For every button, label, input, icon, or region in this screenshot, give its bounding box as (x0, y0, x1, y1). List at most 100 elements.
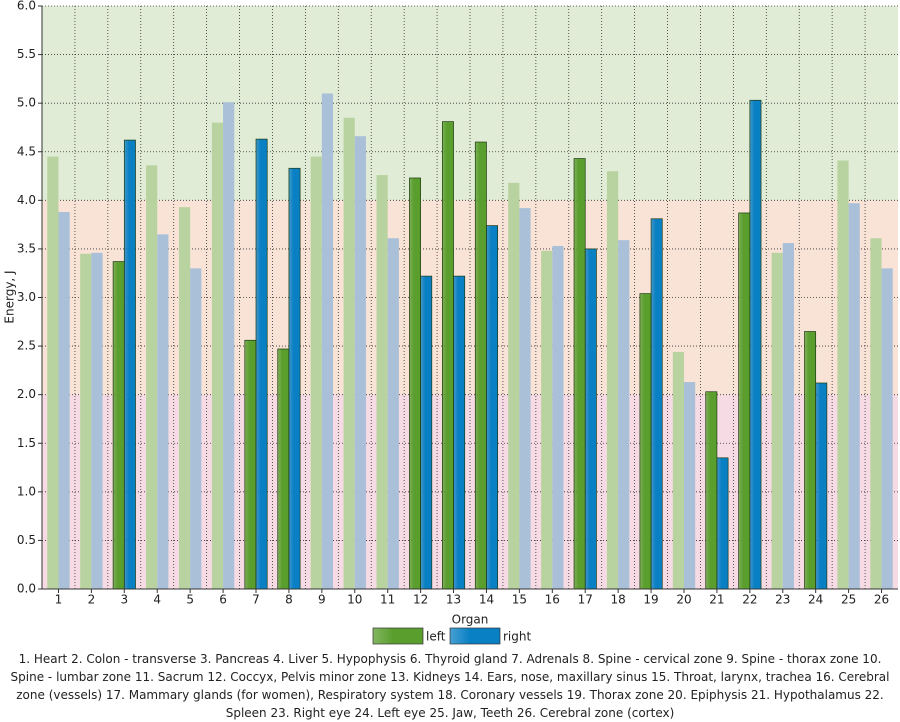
x-tick-label: 19 (643, 593, 658, 607)
bar (277, 348, 290, 590)
y-tick-label: 1.5 (17, 436, 36, 450)
bar (848, 203, 860, 589)
bar (91, 252, 103, 589)
bar (606, 171, 619, 589)
x-tick-label: 1 (55, 593, 63, 607)
bar (508, 182, 520, 590)
x-tick-label: 21 (709, 593, 724, 607)
x-tick-label: 9 (318, 593, 326, 607)
bar (837, 160, 849, 589)
bar (343, 117, 355, 589)
x-tick-label: 5 (186, 593, 194, 607)
bar (716, 457, 729, 590)
bar (650, 218, 663, 590)
y-tick-label: 0.5 (17, 533, 36, 547)
bar (486, 225, 499, 590)
x-tick-label: 12 (413, 593, 428, 607)
bar (771, 252, 783, 589)
bar (684, 382, 696, 589)
bar (584, 248, 597, 590)
x-tick-label: 14 (479, 593, 494, 607)
bar (80, 253, 92, 589)
x-tick-label: 13 (446, 593, 461, 607)
x-tick-label: 7 (252, 593, 260, 607)
x-tick-label: 25 (841, 593, 856, 607)
legend-label: left (426, 630, 446, 644)
y-tick-label: 0.0 (17, 582, 36, 596)
bar (47, 156, 59, 589)
y-tick-label: 6.0 (17, 0, 36, 13)
bar (749, 99, 762, 590)
bar (321, 93, 334, 589)
y-tick-label: 2.5 (17, 339, 36, 353)
bar (453, 275, 466, 590)
legend-swatch (372, 627, 424, 645)
bar (178, 207, 191, 589)
legend-note: 1. Heart 2. Colon - transverse 3. Pancre… (10, 652, 890, 720)
bar (815, 382, 828, 590)
bar (376, 175, 388, 589)
x-tick-label: 22 (742, 593, 757, 607)
x-tick-label: 17 (578, 593, 593, 607)
bar (705, 391, 718, 590)
bar (223, 102, 235, 589)
bar (541, 250, 553, 590)
x-tick-label: 3 (120, 593, 128, 607)
y-tick-label: 3.0 (17, 290, 36, 304)
x-tick-label: 6 (219, 593, 227, 607)
y-axis-label: Energy, J (3, 270, 17, 323)
x-tick-label: 8 (285, 593, 293, 607)
y-tick-label: 5.0 (17, 96, 36, 110)
chart: Organ Energy, J 0.0 0.5 1.0 1.5 2.0 2.5 3.0 3.5… (3, 0, 898, 645)
bar (420, 275, 433, 590)
bar (519, 208, 531, 589)
bar (190, 268, 202, 589)
bar (639, 293, 652, 590)
bar (288, 167, 301, 590)
x-tick-label: 23 (775, 593, 790, 607)
bar (738, 212, 751, 590)
x-tick-label: 4 (153, 593, 161, 607)
x-tick-label: 11 (380, 593, 395, 607)
bar (573, 158, 586, 590)
x-tick-label: 16 (545, 593, 560, 607)
bar (58, 211, 70, 589)
bar (255, 138, 268, 590)
x-tick-label: 20 (676, 593, 691, 607)
bar (672, 351, 684, 589)
bar (441, 121, 454, 590)
bar (123, 139, 136, 590)
bar (618, 240, 630, 589)
y-tick-label: 1.0 (17, 484, 36, 498)
bar (310, 156, 322, 589)
x-tick-label: 18 (611, 593, 626, 607)
bar (881, 268, 893, 589)
y-tick-label: 4.5 (17, 144, 36, 158)
y-tick-label: 2.0 (17, 387, 36, 401)
x-tick-label: 24 (808, 593, 823, 607)
bar (387, 238, 399, 589)
x-tick-label: 10 (347, 593, 362, 607)
y-tick-label: 5.5 (17, 47, 36, 61)
x-tick-label: 2 (88, 593, 96, 607)
bar (157, 234, 169, 589)
bar (804, 331, 817, 590)
bar (782, 243, 794, 589)
bar (474, 141, 487, 590)
legend-swatch (449, 627, 501, 645)
bar (146, 165, 158, 589)
y-tick-label: 4.0 (17, 193, 36, 207)
bar (211, 122, 224, 589)
bar (409, 177, 421, 590)
bar (112, 261, 125, 590)
y-tick-label: 3.5 (17, 241, 36, 255)
x-tick-label: 26 (874, 593, 889, 607)
bar (870, 238, 882, 589)
legend-label: right (503, 630, 531, 644)
bar (354, 136, 366, 589)
bar (244, 339, 257, 590)
x-tick-label: 15 (512, 593, 527, 607)
x-axis-label: Organ (452, 613, 489, 627)
bar (552, 246, 564, 590)
